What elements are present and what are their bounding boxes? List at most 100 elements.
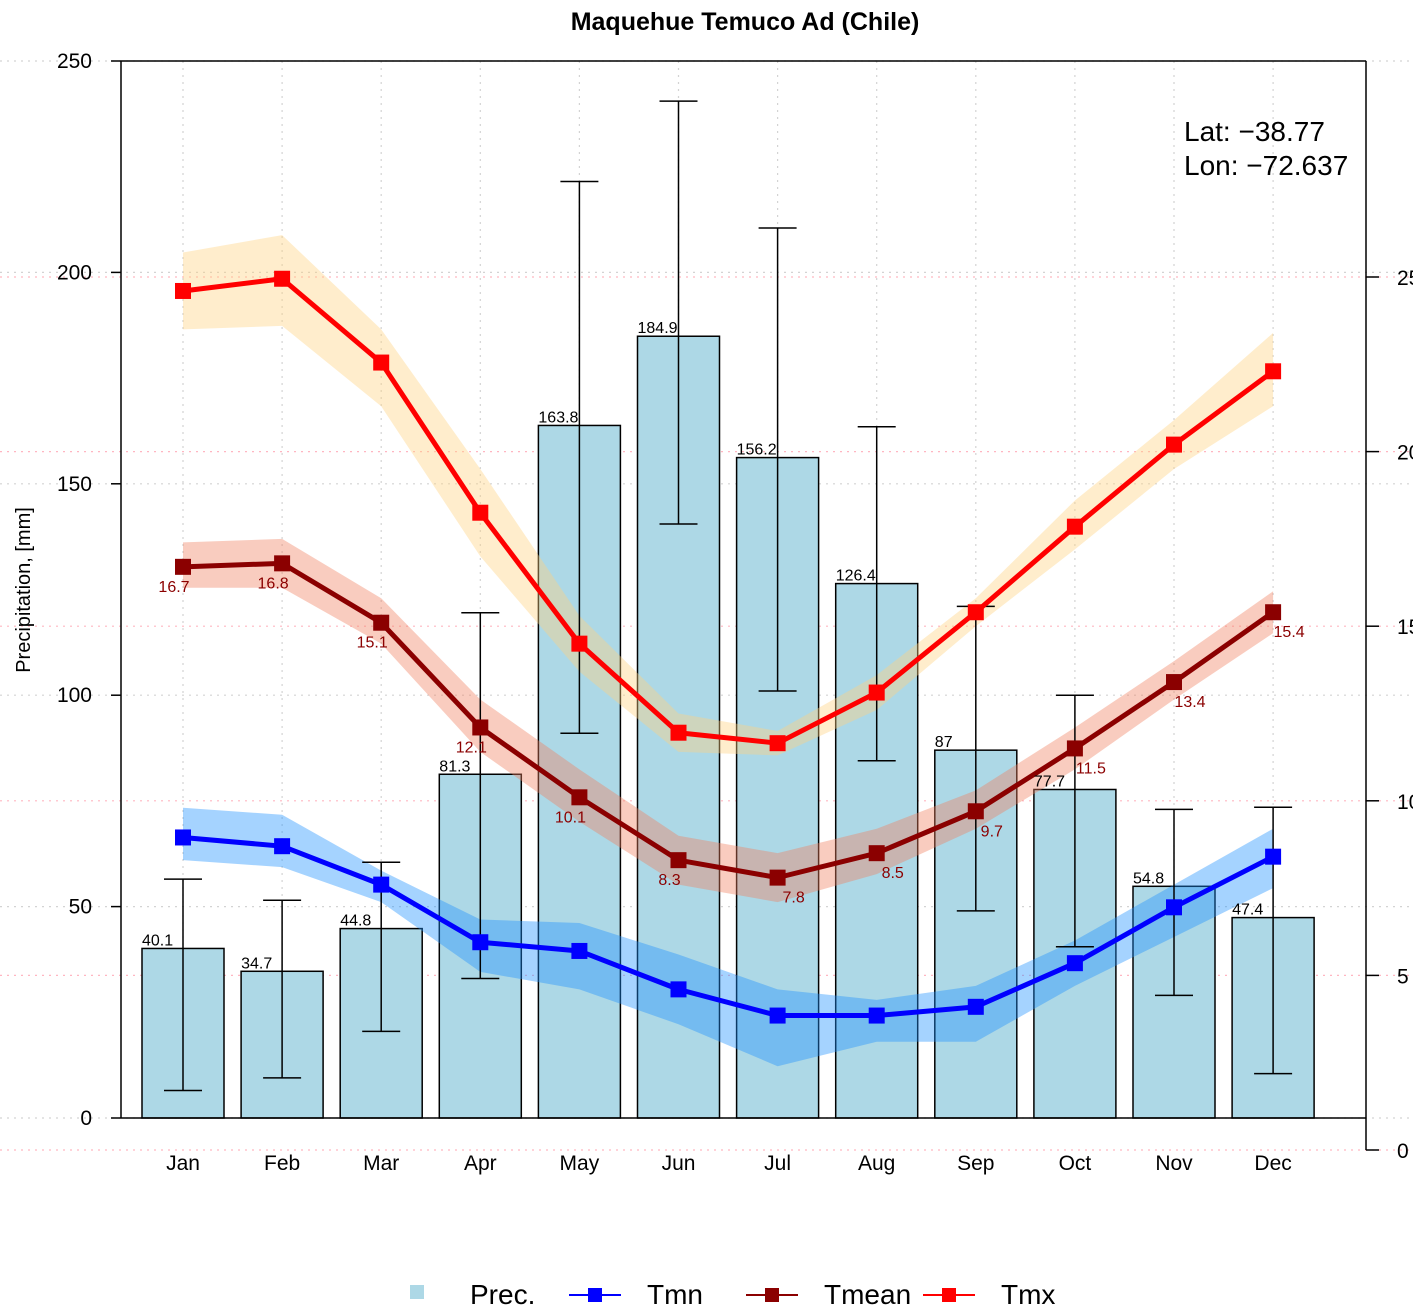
tmx-marker: [1265, 363, 1282, 380]
tmn-line: [182, 834, 1275, 1019]
legend-tmean-marker: [765, 1288, 779, 1302]
tmean-value-label: 11.5: [1076, 760, 1106, 777]
tmean-value-label: 15.1: [357, 635, 388, 652]
x-tick-label: Sep: [957, 1152, 994, 1175]
tmean-value-label: 7.8: [782, 890, 804, 907]
latitude-annotation: Lat: −38.77: [1184, 116, 1325, 147]
tmean-value-label: 8.3: [658, 872, 680, 889]
tmx-marker: [868, 684, 885, 701]
tmean-value-label: 16.7: [158, 579, 189, 596]
x-tick-label: Jun: [662, 1152, 696, 1175]
tmn-marker: [967, 998, 984, 1015]
tmn-marker: [175, 829, 191, 846]
tmean-marker: [274, 555, 291, 572]
x-tick-label: May: [560, 1152, 600, 1175]
tmx-marker: [472, 504, 489, 521]
precip-value-label: 163.8: [538, 409, 578, 426]
tmx-marker: [175, 282, 191, 299]
precip-value-label: 184.9: [638, 320, 678, 337]
tmn-marker: [1066, 955, 1083, 972]
tmean-value-label: 10.1: [555, 809, 586, 826]
precip-value-label: 87: [935, 734, 953, 751]
tmx-marker: [967, 604, 984, 621]
tmean-marker: [175, 558, 191, 575]
left-axis-tick-label: 150: [57, 473, 92, 496]
legend-tmx-label: Tmx: [1001, 1279, 1055, 1310]
x-tick-label: Mar: [363, 1152, 399, 1175]
y-axis-label: Precipitation, [mm]: [13, 507, 35, 673]
precip-value-label: 44.8: [340, 913, 371, 930]
tmn-marker: [472, 934, 489, 951]
tmn-marker: [1265, 848, 1282, 865]
precip-value-label: 126.4: [836, 568, 876, 585]
tmx-marker: [274, 270, 291, 287]
tmn-marker: [373, 876, 390, 893]
legend-prec-swatch: [410, 1285, 424, 1299]
tmx-marker: [1166, 436, 1182, 453]
tmean-value-label: 16.8: [258, 575, 289, 592]
tmean-marker: [670, 852, 687, 869]
tmx-marker: [373, 354, 390, 371]
left-axis-tick-label: 0: [80, 1107, 92, 1130]
x-tick-label: Feb: [264, 1152, 300, 1175]
legend-prec-label: Prec.: [470, 1279, 535, 1310]
legend-tmean-label: Tmean: [824, 1279, 911, 1310]
tmn-marker: [571, 942, 588, 959]
tmn-marker: [769, 1007, 786, 1024]
right-axis-tick-label: 15: [1397, 616, 1413, 639]
x-tick-label: Jul: [764, 1152, 791, 1175]
precip-value-label: 54.8: [1133, 870, 1164, 887]
x-tick-label: Nov: [1155, 1152, 1193, 1175]
precip-value-label: 40.1: [142, 932, 173, 949]
chart-title: Maquehue Temuco Ad (Chile): [571, 8, 920, 36]
tmean-marker: [769, 869, 786, 886]
right-axis-tick-label: 5: [1397, 965, 1409, 988]
legend-tmn-label: Tmn: [647, 1279, 703, 1310]
longitude-annotation: Lon: −72.637: [1184, 150, 1348, 181]
left-axis-tick-label: 250: [57, 50, 92, 73]
tmean-value-label: 15.4: [1274, 624, 1305, 641]
tmx-marker: [571, 635, 588, 652]
x-tick-label: Aug: [858, 1152, 895, 1175]
tmx-line: [182, 276, 1275, 746]
x-tick-label: Jan: [166, 1152, 200, 1175]
tmean-line: [182, 560, 1275, 881]
precip-value-label: 34.7: [241, 955, 272, 972]
tmx-marker: [769, 735, 786, 752]
right-axis-tick-label: 0: [1397, 1140, 1409, 1163]
tmean-marker: [571, 789, 588, 806]
x-tick-label: Apr: [464, 1152, 497, 1175]
tmean-value-label: 8.5: [882, 865, 904, 882]
tmean-value-label: 12.1: [456, 739, 487, 756]
precip-value-label: 77.7: [1034, 773, 1065, 790]
tmn-marker: [1166, 899, 1182, 916]
precip-value-label: 156.2: [737, 442, 777, 459]
tmean-marker: [1265, 604, 1282, 621]
tmean-value-label: 9.7: [981, 823, 1003, 840]
x-tick-label: Dec: [1254, 1152, 1291, 1175]
tmean-marker: [373, 614, 390, 631]
tmean-marker: [1166, 674, 1182, 691]
precip-value-label: 81.3: [439, 758, 470, 775]
precip-value-label: 47.4: [1232, 902, 1263, 919]
tmx-marker: [670, 724, 687, 741]
tmn-marker: [670, 981, 687, 998]
right-axis-tick-label: 10: [1397, 791, 1413, 814]
temperature-lines: [175, 270, 1282, 1024]
axes: 0 50 100 150 200 250 0 5 10 15 20 25 Jan Feb Mar Apr May…: [57, 50, 1413, 1175]
right-axis-tick-label: 25: [1397, 267, 1413, 290]
right-axis-tick-label: 20: [1397, 442, 1413, 465]
left-axis-tick-label: 200: [57, 261, 92, 284]
tmean-band: [183, 538, 1274, 903]
tmean-marker: [1066, 740, 1083, 757]
tmn-band: [183, 807, 1274, 1067]
tmn-marker: [274, 838, 291, 855]
tmean-value-label: 13.4: [1174, 694, 1205, 711]
legend-tmn-marker: [588, 1288, 602, 1302]
legend-tmx-marker: [942, 1288, 956, 1302]
tmean-marker: [868, 845, 885, 862]
left-axis-tick-label: 100: [57, 684, 92, 707]
tmean-marker: [472, 719, 489, 736]
legend: Prec. Tmn Tmean Tmx: [410, 1279, 1055, 1310]
